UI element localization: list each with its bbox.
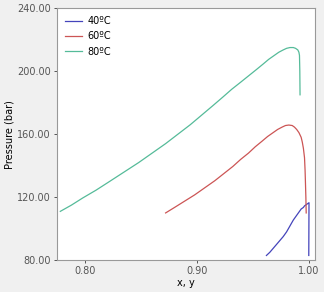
80ºC [94,188,98,192]
Line: 80ºC: 80ºC [60,48,300,211]
80ºC [239,81,243,84]
40ºC [305,203,309,206]
80ºC [297,54,301,57]
40ºC [304,203,307,207]
40ºC [307,201,311,204]
40ºC [299,207,303,211]
80ºC [211,104,214,107]
80ºC [298,69,302,73]
80ºC [58,210,62,213]
60ºC [303,169,307,172]
60ºC [295,128,299,131]
80ºC [81,196,85,200]
80ºC [281,48,285,52]
40ºC [294,215,297,219]
80ºC [137,161,141,164]
60ºC [304,180,307,183]
60ºC [231,165,235,168]
60ºC [183,199,187,203]
80ºC [122,170,126,174]
80ºC [221,95,225,99]
60ºC [284,124,287,127]
60ºC [203,186,207,190]
60ºC [303,156,307,159]
60ºC [293,125,296,129]
80ºC [230,88,234,91]
60ºC [164,211,168,215]
60ºC [290,124,294,127]
40ºC [289,222,293,226]
80ºC [294,47,297,50]
60ºC [304,195,308,199]
40ºC [274,243,278,246]
80ºC [298,93,302,97]
40ºC [285,230,289,234]
60ºC [247,151,250,155]
60ºC [213,179,217,182]
80ºC [254,68,258,71]
60ºC [300,140,304,144]
Line: 60ºC: 60ºC [166,125,306,213]
60ºC [222,172,226,175]
40ºC [291,218,295,222]
40ºC [296,212,300,215]
80ºC [188,123,192,126]
60ºC [193,193,197,197]
80ºC [296,48,300,52]
80ºC [150,151,154,155]
40ºC [307,254,311,257]
60ºC [287,123,291,127]
40ºC [297,211,301,214]
60ºC [299,135,303,139]
80ºC [247,74,250,78]
X-axis label: x, y: x, y [177,278,195,288]
40ºC [278,239,282,242]
40ºC [271,247,275,250]
60ºC [266,135,270,138]
80ºC [200,114,203,117]
60ºC [253,145,257,149]
80ºC [297,51,301,54]
40ºC [268,251,272,254]
40ºC [306,202,310,205]
80ºC [164,142,168,145]
60ºC [260,140,264,143]
40ºC [300,206,304,210]
80ºC [285,47,289,50]
Y-axis label: Pressure (bar): Pressure (bar) [4,100,14,168]
80ºC [272,54,276,57]
80ºC [70,203,74,207]
40ºC [264,254,268,257]
80ºC [261,62,265,66]
40ºC [287,226,291,230]
40ºC [281,235,285,238]
80ºC [267,58,271,61]
80ºC [277,51,281,54]
60ºC [271,131,275,134]
60ºC [276,128,280,131]
80ºC [176,133,180,136]
60ºC [239,158,243,161]
60ºC [280,125,284,129]
Legend: 40ºC, 60ºC, 80ºC: 40ºC, 60ºC, 80ºC [62,13,114,60]
Line: 40ºC: 40ºC [266,203,309,256]
60ºC [173,206,177,209]
40ºC [301,206,305,209]
60ºC [297,131,301,134]
60ºC [301,147,305,150]
60ºC [304,211,308,215]
80ºC [108,180,111,183]
40ºC [298,209,302,212]
40ºC [303,204,307,208]
80ºC [291,46,295,49]
80ºC [288,46,292,49]
